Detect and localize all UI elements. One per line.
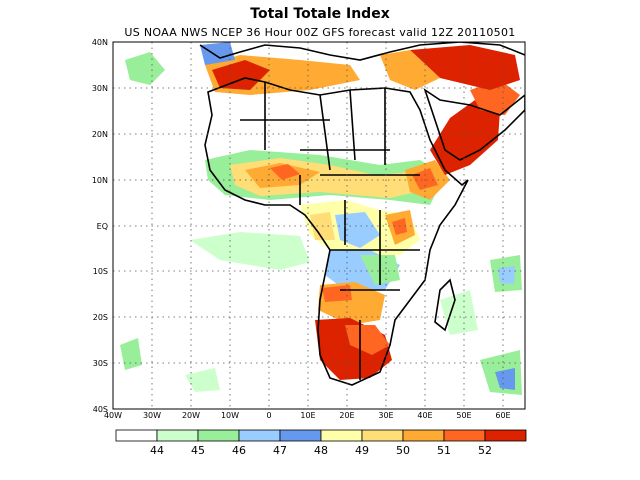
colorbar-box-1: [156, 429, 199, 442]
lon-label: 40E: [417, 411, 432, 420]
colorbar-box-7: [402, 429, 445, 442]
lon-label: 10W: [221, 411, 239, 420]
lon-axis: 40W 30W 20W 10W 0 10E 20E 30E 40E 50E 60…: [104, 411, 511, 420]
lon-label: 60E: [495, 411, 510, 420]
field-south-orange-2: [345, 325, 390, 355]
lon-label: 20W: [182, 411, 200, 420]
lat-label: 30N: [92, 84, 108, 93]
colorbar-box-0: [115, 429, 158, 442]
map-frame: [112, 41, 526, 410]
colorbar-box-4: [279, 429, 322, 442]
field-rift-red: [392, 218, 407, 235]
lon-label: 0: [266, 411, 271, 420]
country-borders: [240, 82, 420, 380]
colorbar-label: 44: [150, 444, 164, 457]
lon-label: 30E: [378, 411, 393, 420]
field-south-red-band: [322, 285, 352, 302]
field-blue-se: [495, 368, 515, 390]
colorbar-box-8: [443, 429, 486, 442]
colorbar-label: 47: [273, 444, 287, 457]
colorbar-label: 48: [314, 444, 328, 457]
field-arabia-orange: [470, 80, 520, 115]
colorbar-label: 52: [478, 444, 492, 457]
lat-label: 40N: [92, 38, 108, 47]
colorbar-label: 50: [396, 444, 410, 457]
lat-label: EQ: [97, 222, 108, 231]
map-subtitle: US NOAA NWS NCEP 36 Hour 00Z GFS forecas…: [124, 26, 516, 39]
africa-coastline: [204, 77, 469, 386]
field-green-sw: [120, 338, 142, 370]
colorbar-box-9: [484, 429, 527, 442]
colorbar: 44 45 46 47 48 49 50 51 52: [115, 429, 527, 457]
lon-label: 30W: [143, 411, 161, 420]
colorbar-box-6: [361, 429, 404, 442]
field-ethiopia-red: [412, 168, 438, 190]
lon-label: 40W: [104, 411, 122, 420]
lat-label: 40S: [93, 405, 108, 414]
lat-label: 20N: [92, 130, 108, 139]
colorbar-label: 46: [232, 444, 246, 457]
field-blue-madagascar-e: [498, 266, 515, 284]
field-nw-blue: [200, 42, 235, 65]
colorbar-box-2: [197, 429, 240, 442]
colorbar-label: 49: [355, 444, 369, 457]
lat-label: 20S: [93, 313, 108, 322]
colorbar-label: 45: [191, 444, 205, 457]
colorbar-label: 51: [437, 444, 451, 457]
field-green-indian: [440, 290, 478, 335]
index-field: [120, 42, 522, 395]
lat-label: 10N: [92, 176, 108, 185]
field-sahel-red: [270, 164, 300, 180]
field-green-south: [185, 368, 220, 392]
field-central-blue: [335, 212, 380, 248]
colorbar-box-3: [238, 429, 281, 442]
lon-label: 10E: [300, 411, 315, 420]
lon-label: 20E: [339, 411, 354, 420]
arabia-coastline: [423, 88, 525, 161]
field-north-red-w: [212, 60, 270, 90]
field-green-atlantic: [190, 232, 310, 270]
lon-label: 50E: [456, 411, 471, 420]
lat-label: 10S: [93, 267, 108, 276]
madagascar-coastline: [434, 278, 456, 332]
lat-label: 30S: [93, 359, 108, 368]
colorbar-box-5: [320, 429, 363, 442]
field-arabia-red: [430, 100, 500, 175]
lat-axis: 40N 30N 20N 10N EQ 10S 20S 30S 40S: [92, 38, 108, 414]
grid-lines: [113, 42, 525, 409]
field-north-red-e: [410, 45, 520, 90]
field-mideast-orange: [380, 50, 440, 90]
field-green-ocean-w: [125, 52, 165, 85]
map-title: Total Totale Index: [250, 6, 390, 22]
